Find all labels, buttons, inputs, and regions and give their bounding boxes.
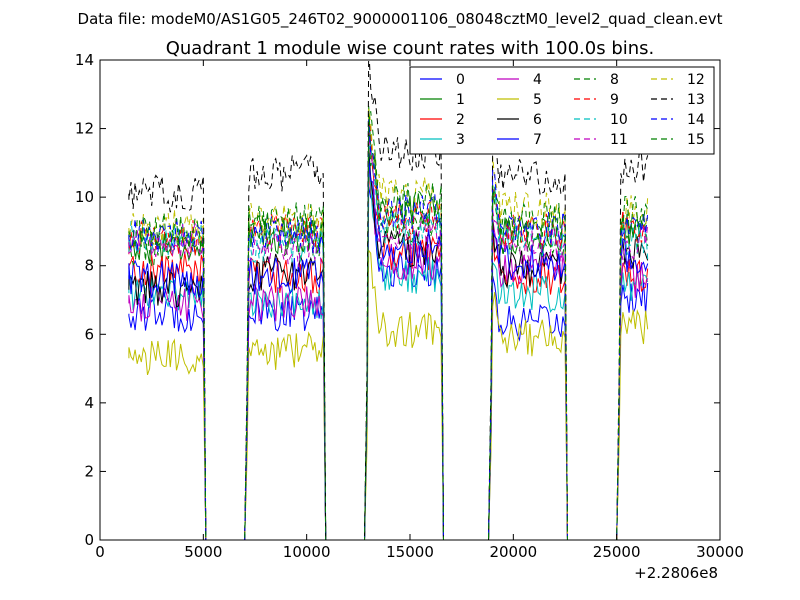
legend-label-1: 1 [456,92,465,108]
y-tick-label: 0 [84,531,94,549]
series-line-15 [128,111,649,540]
legend-label-7: 7 [533,132,542,148]
x-tick-label: 10000 [283,543,331,561]
legend-label-5: 5 [533,92,542,108]
legend-label-6: 6 [533,112,542,128]
x-tick-label: 0 [95,543,105,561]
y-tick-label: 10 [75,188,94,206]
series-line-7 [128,158,649,540]
y-tick-label: 14 [75,51,94,69]
legend-label-3: 3 [456,132,465,148]
y-tick-label: 12 [75,120,94,138]
legend-label-10: 10 [610,112,628,128]
y-tick-label: 8 [84,257,94,275]
legend-label-14: 14 [687,112,705,128]
chart-title: Quadrant 1 module wise count rates with … [166,38,655,59]
series-line-5 [128,249,649,540]
legend-label-15: 15 [687,132,705,148]
legend-label-8: 8 [610,72,619,88]
x-tick-label: 5000 [184,543,222,561]
axes-layer: 0 5000 10000 15000 20000 25000 300000246810121… [75,51,744,561]
series-line-9 [128,123,649,540]
y-tick-label: 6 [84,325,94,343]
data-file-header: Data file: modeM0/AS1G05_246T02_90000011… [78,10,723,29]
legend-label-9: 9 [610,92,619,108]
series-layer [128,60,649,540]
x-tick-label: 20000 [489,543,537,561]
series-line-2 [128,162,649,540]
y-tick-label: 2 [84,462,94,480]
x-tick-label: 30000 [696,543,744,561]
legend-label-13: 13 [687,92,705,108]
legend-label-2: 2 [456,112,465,128]
legend-label-0: 0 [456,72,465,88]
x-tick-label: 25000 [593,543,641,561]
x-axis-offset-label: +2.2806e8 [634,564,718,582]
y-tick-label: 4 [84,394,94,412]
x-tick-label: 15000 [386,543,434,561]
series-line-0 [128,186,649,540]
series-line-6 [128,145,649,540]
series-line-12 [128,108,649,540]
legend-label-11: 11 [610,132,628,148]
legend-label-12: 12 [687,72,705,88]
series-line-11 [128,130,649,540]
legend-label-4: 4 [533,72,542,88]
series-line-13 [128,60,649,540]
